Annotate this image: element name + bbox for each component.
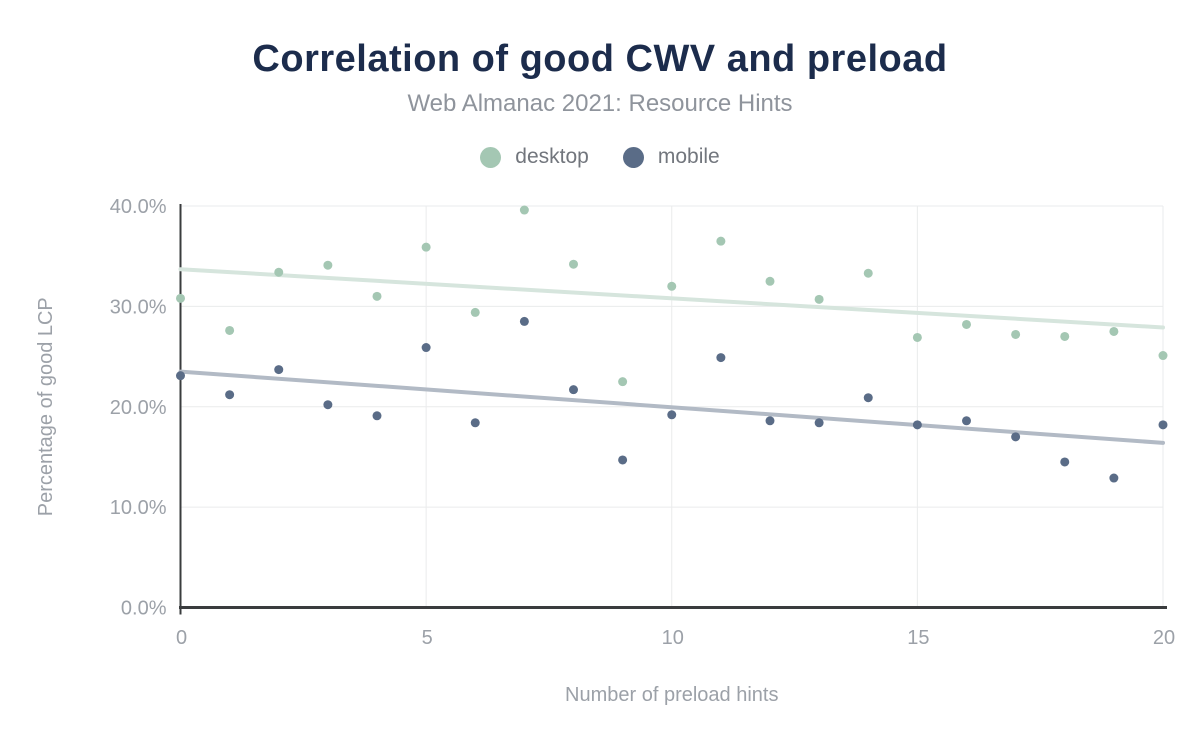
desktop-point xyxy=(1158,351,1168,361)
mobile-point xyxy=(225,390,235,400)
desktop-legend-dot-icon xyxy=(480,146,502,168)
mobile-point xyxy=(323,400,333,410)
y-tick-label: 40.0% xyxy=(110,196,167,218)
legend: desktop mobile xyxy=(0,145,1200,169)
desktop-point xyxy=(323,260,333,270)
chart-subtitle: Web Almanac 2021: Resource Hints xyxy=(407,90,793,117)
mobile-point xyxy=(470,418,480,428)
y-tick-label: 20.0% xyxy=(110,397,167,419)
desktop-point xyxy=(912,332,922,342)
mobile-point xyxy=(765,416,775,426)
desktop-point xyxy=(618,377,628,387)
mobile-point xyxy=(519,316,529,326)
mobile-point xyxy=(372,411,382,421)
desktop-point xyxy=(470,307,480,317)
desktop-point xyxy=(716,236,726,246)
desktop-point xyxy=(372,291,382,301)
x-tick-label: 5 xyxy=(422,627,433,649)
desktop-point xyxy=(765,276,775,286)
desktop-point xyxy=(814,294,824,304)
x-tick-label: 15 xyxy=(907,627,929,649)
desktop-point xyxy=(225,325,235,335)
mobile-point xyxy=(1060,457,1070,467)
desktop-point xyxy=(519,205,529,215)
mobile-point xyxy=(814,418,824,428)
desktop-trend-line xyxy=(178,267,1165,330)
x-tick-label: 20 xyxy=(1153,627,1175,649)
mobile-point xyxy=(912,420,922,430)
y-axis-title: Percentage of good LCP xyxy=(35,297,57,516)
mobile-point xyxy=(618,455,628,465)
desktop-point xyxy=(274,267,284,277)
mobile-point xyxy=(1158,420,1168,430)
x-tick-label: 0 xyxy=(176,627,187,649)
desktop-point xyxy=(962,319,971,329)
mobile-point xyxy=(1011,432,1021,442)
mobile-point xyxy=(176,371,185,381)
desktop-point xyxy=(1011,329,1021,339)
mobile-point xyxy=(421,343,431,353)
mobile-point xyxy=(716,353,726,363)
y-tick-label: 30.0% xyxy=(110,296,167,318)
x-axis-title: Number of preload hints xyxy=(565,684,778,706)
legend-item-mobile[interactable]: mobile xyxy=(622,145,720,169)
y-tick-label: 0.0% xyxy=(121,598,167,620)
desktop-point xyxy=(569,259,578,269)
desktop-point xyxy=(1109,326,1119,336)
desktop-point xyxy=(1060,331,1070,341)
legend-label-desktop: desktop xyxy=(515,145,589,168)
desktop-point xyxy=(667,281,677,291)
legend-label-mobile: mobile xyxy=(657,145,720,168)
mobile-point xyxy=(863,393,873,403)
desktop-point xyxy=(421,242,431,252)
mobile-point xyxy=(1109,473,1119,483)
mobile-legend-dot-icon xyxy=(622,146,644,168)
mobile-point xyxy=(667,410,677,420)
y-tick-label: 10.0% xyxy=(110,497,167,519)
mobile-point xyxy=(962,416,971,426)
legend-item-desktop[interactable]: desktop xyxy=(480,145,589,169)
mobile-point xyxy=(569,385,578,395)
chart-title: Correlation of good CWV and preload xyxy=(252,38,948,80)
mobile-point xyxy=(274,365,284,375)
x-tick-label: 10 xyxy=(662,627,684,649)
mobile-trend-line xyxy=(178,369,1165,445)
desktop-point xyxy=(863,268,873,278)
desktop-point xyxy=(176,293,185,303)
